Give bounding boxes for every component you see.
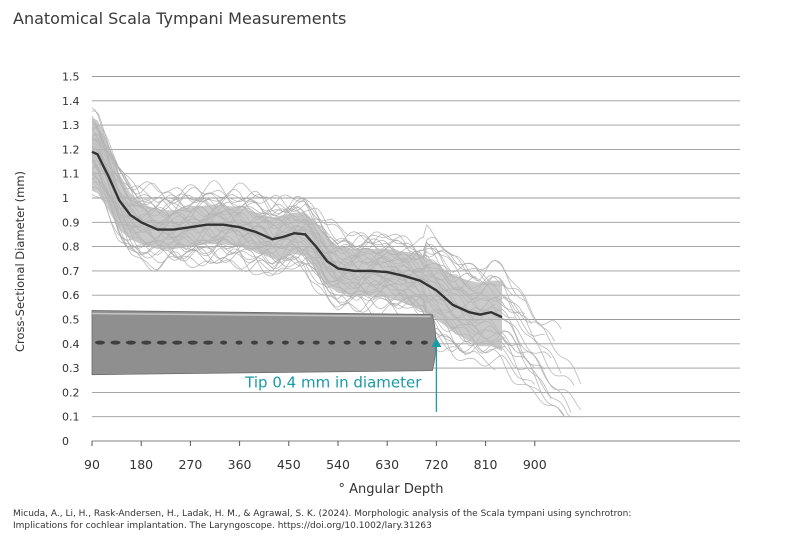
y-tick-labels: 0 0.1 0.2 0.3 0.4 0.5 0.6 0.7 0.8 0.9 1 1.1 1.2 1.3 1.… [62, 71, 80, 449]
y-tick-label: 0.7 [62, 265, 80, 278]
electrode-contact [405, 340, 413, 345]
y-tick-label: 0.2 [62, 386, 80, 399]
x-axis-label-wrap: ° Angular Depth [0, 482, 806, 497]
y-tick-label: 1.2 [62, 143, 80, 156]
y-axis-label: Cross-Sectional Diameter (mm) [13, 170, 27, 352]
electrode-contact [390, 340, 398, 345]
x-axis-label: ° Angular Depth [338, 482, 444, 497]
citation-line-1: Micuda, A., Li, H., Rask-Andersen, H., L… [13, 509, 632, 519]
electrode-contact [250, 340, 258, 345]
electrode-contact [95, 340, 105, 345]
electrode-array [91, 310, 437, 376]
y-tick-label: 1.1 [62, 168, 80, 181]
individual-curve [91, 172, 571, 418]
electrode-contact [203, 340, 214, 345]
y-tick-label: 0 [62, 435, 69, 448]
electrode-contact [266, 340, 274, 345]
y-tick-label: 0.1 [62, 411, 80, 424]
y-tick-label: 1 [62, 192, 69, 205]
y-tick-label: 0.4 [62, 338, 80, 351]
electrode-contact [125, 340, 136, 345]
x-tick-label: 450 [277, 457, 301, 472]
y-tick-label: 0.9 [62, 216, 80, 229]
electrode-contact [328, 340, 336, 345]
electrode-contact [235, 340, 243, 345]
chart-title: Anatomical Scala Tympani Measurements [13, 9, 347, 28]
electrode-contact [141, 340, 152, 345]
x-tick-label: 90 [84, 457, 100, 472]
tip-annotation: Tip 0.4 mm in diameter [244, 337, 442, 412]
y-tick-label: 1.5 [62, 71, 80, 84]
electrode-contact [312, 340, 320, 345]
individual-curve [91, 115, 476, 278]
x-tick-label: 810 [474, 457, 498, 472]
x-tick-label: 720 [424, 457, 448, 472]
x-tick-label: 630 [375, 457, 399, 472]
individual-curve [91, 132, 506, 287]
electrode-contact [374, 340, 382, 345]
x-tick-label: 540 [326, 457, 350, 472]
electrode-contact [172, 340, 183, 345]
electrode-contact [220, 340, 228, 345]
y-tick-label: 0.6 [62, 289, 80, 302]
citation: Micuda, A., Li, H., Rask-Andersen, H., L… [13, 508, 631, 532]
electrode-contact [187, 340, 198, 345]
x-tick-label: 180 [129, 457, 153, 472]
electrode-contact [281, 340, 289, 345]
electrode-contact [359, 340, 367, 345]
y-tick-label: 1.4 [62, 95, 80, 108]
annotation-arrow-head [431, 337, 442, 347]
mean-line [91, 150, 503, 319]
x-tick-label: 270 [178, 457, 202, 472]
electrode-contact [110, 340, 121, 345]
individual-curve [91, 110, 526, 302]
citation-line-2: Implications for cochlear implantation. … [13, 521, 432, 531]
electrode-contact [297, 340, 305, 345]
y-tick-label: 1.3 [62, 119, 80, 132]
electrode-contact [420, 340, 428, 345]
y-tick-label: 0.3 [62, 362, 80, 375]
x-tick-labels: 90 180 270 360 450 540 630 720 810 900 [84, 441, 547, 472]
x-tick-label: 900 [523, 457, 547, 472]
x-tick-label: 360 [228, 457, 252, 472]
y-tick-label: 0.8 [62, 241, 80, 254]
annotation-text: Tip 0.4 mm in diameter [244, 374, 422, 392]
electrode-contact [156, 340, 167, 345]
electrode-contact [343, 340, 351, 345]
y-tick-label: 0.5 [62, 314, 80, 327]
electrode-highlight [91, 312, 431, 318]
individual-curve [91, 107, 562, 330]
